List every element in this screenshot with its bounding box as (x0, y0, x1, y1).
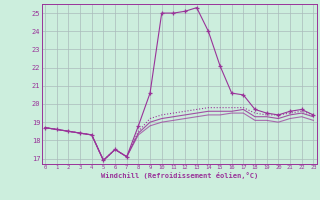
X-axis label: Windchill (Refroidissement éolien,°C): Windchill (Refroidissement éolien,°C) (100, 172, 258, 179)
